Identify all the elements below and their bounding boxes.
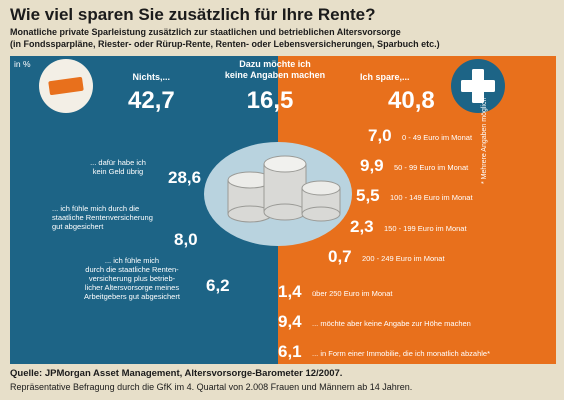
saving-value: 40,8 [388,87,435,114]
coins-illustration [204,142,352,246]
chart-panel: in % Nichts,... 42,7 Dazu möchte ich kei… [10,56,556,364]
unit-label: in % [14,59,31,69]
subtitle-line-1: Monatliche private Sparleistung zusätzli… [10,27,401,37]
saving-label: Ich spare,... [360,72,410,82]
multiple-answers-note: * Mehrere Angaben möglich [481,97,488,184]
method-line: Repräsentative Befragung durch die GfK i… [10,382,413,392]
reason-line: licher Altersvorsorge meines [84,283,180,292]
amount-row-3-label: 100 - 149 Euro im Monat [390,193,473,202]
amount-row-6-value: 1,4 [278,282,302,301]
no-answer-label-line: Dazu möchte ich [239,59,311,69]
reason-line: Arbeitgebers gut abgesichert [84,292,180,301]
nothing-value: 42,7 [128,87,175,114]
amount-row-2-label: 50 - 99 Euro im Monat [394,163,469,172]
amount-row-4-label: 150 - 199 Euro im Monat [384,224,467,233]
reason-line: staatliche Rentenversicherung [52,213,153,222]
amount-row-8-label: ... in Form einer Immobilie, die ich mon… [312,349,490,358]
reason-line: durch die staatliche Renten- [85,265,179,274]
amount-row-7-value: 9,4 [278,312,302,331]
reason-line: gut abgesichert [52,222,104,231]
amount-row-2-value: 9,9 [360,156,384,175]
reason-line: ... ich fühle mich durch die [52,204,140,213]
reason-line: kein Geld übrig [92,167,144,176]
reason-line: versicherung plus betrieb- [88,274,176,283]
subtitle-line-2: (in Fondssparpläne, Riester- oder Rürup-… [10,39,440,49]
amount-row-1-label: 0 - 49 Euro im Monat [402,133,473,142]
reason-3-label: ... ich fühle mich durch die staatliche … [72,256,192,301]
plus-icon [451,59,505,113]
reason-1-value: 28,6 [168,168,202,187]
reason-line: ... ich fühle mich [104,256,160,265]
nothing-label: Nichts,... [132,72,170,82]
source-line: Quelle: JPMorgan Asset Management, Alter… [10,368,343,379]
amount-row-6-label: über 250 Euro im Monat [312,289,393,298]
reason-2-label: ... ich fühle mich durch die staatliche … [52,204,182,231]
amount-row-5-value: 0,7 [328,247,352,266]
no-answer-label-line: keine Angaben machen [224,70,326,80]
page-title: Wie viel sparen Sie zusätzlich für Ihre … [10,5,376,24]
reason-line: ... dafür habe ich [90,158,146,167]
no-answer-value: 16,5 [246,87,294,114]
minus-icon [39,59,93,113]
amount-row-8-value: 6,1 [278,342,302,361]
reason-1-label: ... dafür habe ich kein Geld übrig [68,158,168,176]
reason-2-value: 8,0 [174,230,198,249]
amount-row-1-value: 7,0 [368,126,392,145]
amount-row-4-value: 2,3 [350,217,374,236]
no-answer-label: Dazu möchte ich keine Angaben machen [210,59,340,81]
amount-row-7-label: ... möchte aber keine Angabe zur Höhe ma… [312,319,471,328]
amount-row-5-label: 200 - 249 Euro im Monat [362,254,445,263]
amount-row-3-value: 5,5 [356,186,380,205]
reason-3-value: 6,2 [206,276,230,295]
